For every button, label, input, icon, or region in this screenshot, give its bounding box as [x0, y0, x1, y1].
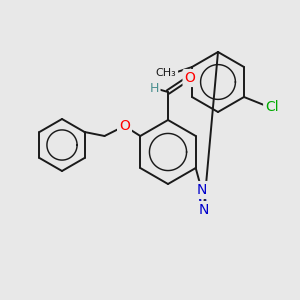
Text: H: H	[149, 82, 159, 94]
Text: Cl: Cl	[265, 100, 279, 114]
Text: O: O	[119, 119, 130, 133]
Text: N: N	[199, 203, 209, 217]
Text: O: O	[184, 71, 195, 85]
Text: CH₃: CH₃	[156, 68, 176, 78]
Text: N: N	[196, 183, 207, 197]
